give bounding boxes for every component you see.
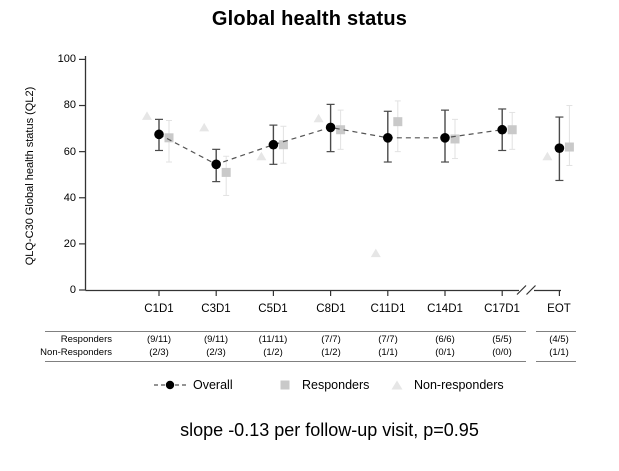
y-tick-label: 20 bbox=[63, 238, 76, 250]
responders-point bbox=[278, 140, 288, 150]
overall-point bbox=[383, 133, 393, 143]
y-axis-title: QLQ-C30 Global health status (QL2) bbox=[24, 86, 36, 266]
visit-label-c8d1: C8D1 bbox=[316, 303, 346, 315]
table-cell: (4/5) bbox=[549, 334, 569, 345]
table-cell: (5/5) bbox=[492, 334, 512, 345]
responders-point bbox=[450, 134, 460, 144]
responders-row-label: Responders bbox=[60, 334, 112, 345]
visit-label-c11d1: C11D1 bbox=[370, 303, 406, 315]
non-responders-row-label: Non-Responders bbox=[40, 347, 112, 358]
visit-label-c14d1: C14D1 bbox=[427, 303, 463, 315]
table-cell: (1/1) bbox=[378, 347, 398, 358]
responders-point bbox=[221, 167, 231, 177]
table-cell: (1/1) bbox=[549, 347, 569, 358]
visit-label-c5d1: C5D1 bbox=[258, 303, 288, 315]
non-responders-point bbox=[256, 151, 267, 161]
y-tick-label: 60 bbox=[63, 146, 76, 158]
table-cell: (1/2) bbox=[321, 347, 341, 358]
table-cell: (7/7) bbox=[321, 334, 341, 345]
visit-label-c1d1: C1D1 bbox=[144, 303, 174, 315]
table-cell: (7/7) bbox=[378, 334, 398, 345]
visit-label-c3d1: C3D1 bbox=[201, 303, 231, 315]
responders-point bbox=[564, 142, 574, 152]
non-responders-point bbox=[370, 248, 381, 258]
y-tick-label: 40 bbox=[63, 192, 76, 204]
responders-point bbox=[507, 125, 517, 135]
overall-point bbox=[154, 129, 164, 140]
x-axis-break-icon bbox=[516, 285, 527, 295]
legend-label-responders: Responders bbox=[302, 378, 370, 392]
table-cell: (9/11) bbox=[146, 334, 172, 345]
table-cell: (6/6) bbox=[435, 334, 455, 345]
y-tick-label: 100 bbox=[57, 53, 76, 65]
non-responders-point bbox=[199, 122, 210, 132]
overall-point bbox=[440, 133, 450, 143]
responders-point bbox=[164, 133, 174, 143]
overall-point bbox=[497, 124, 508, 135]
slope-caption: slope -0.13 per follow-up visit, p=0.95 bbox=[180, 420, 479, 440]
table-cell: (0/0) bbox=[492, 347, 512, 358]
responders-legend-marker-icon bbox=[280, 380, 290, 390]
table-cell: (2/3) bbox=[206, 347, 226, 358]
table-cell: (11/11) bbox=[258, 334, 288, 345]
overall-legend-marker-icon bbox=[154, 380, 187, 390]
overall-point bbox=[325, 122, 336, 133]
table-cell: (9/11) bbox=[203, 334, 229, 345]
chart-title: Global health status bbox=[211, 8, 408, 30]
non-responders-point bbox=[313, 113, 324, 123]
table-cell: (1/2) bbox=[263, 347, 283, 358]
visit-label-c17d1: C17D1 bbox=[484, 303, 520, 315]
non-responders-legend-marker-icon bbox=[391, 380, 403, 390]
overall-point bbox=[268, 139, 279, 150]
responders-point bbox=[336, 125, 346, 135]
legend-label-non-responders: Non-responders bbox=[414, 378, 504, 392]
legend-label-overall: Overall bbox=[193, 378, 233, 392]
y-tick-label: 80 bbox=[63, 99, 76, 111]
non-responders-point bbox=[142, 111, 152, 120]
responders-point bbox=[393, 117, 403, 127]
y-tick-label: 0 bbox=[69, 284, 76, 296]
table-cell: (0/1) bbox=[435, 347, 455, 358]
overall-point bbox=[211, 159, 221, 170]
x-axis-break-icon bbox=[526, 285, 536, 295]
non-responders-point bbox=[542, 151, 553, 161]
table-cell: (2/3) bbox=[149, 347, 169, 358]
overall-point bbox=[554, 143, 565, 153]
visit-label-eot: EOT bbox=[547, 303, 571, 315]
